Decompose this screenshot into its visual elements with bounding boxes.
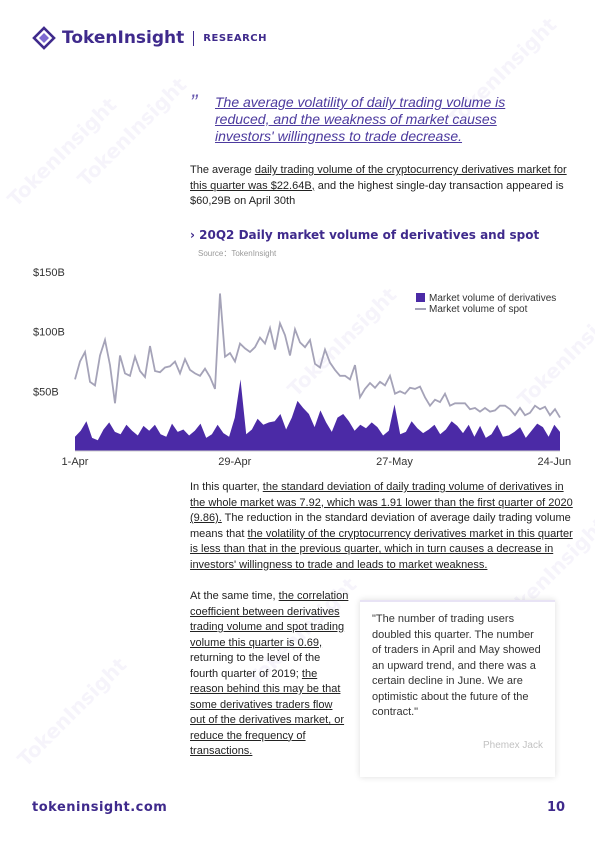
intro-paragraph: The average daily trading volume of the … [190,164,567,207]
testimonial-author: Phemex Jack [482,740,543,751]
correlation-paragraph: At the same time, the correlation coeffi… [190,590,349,757]
page-number: 10 [547,800,566,815]
legend-swatch-derivatives [416,293,425,302]
testimonial-box: "The number of trading users doubled thi… [360,600,555,777]
y-tick-label: $150B [33,267,65,279]
x-tick-label: 27-May [376,456,413,468]
y-tick-label: $100B [33,327,65,339]
footer-url[interactable]: tokeninsight.com [32,800,168,815]
y-tick-label: $50B [33,386,59,398]
testimonial-text: "The number of trading users doubled thi… [372,613,541,718]
spot-line [74,293,561,419]
watermark: TokenInsight [12,652,132,772]
legend-label-derivatives: Market volume of derivatives [429,293,556,304]
section-label: RESEARCH [203,32,267,44]
chart-title: › 20Q2 Daily market volume of derivative… [190,228,540,242]
chart-source: Source：TokenInsight [198,249,277,258]
intro-highlight: daily trading volume of the cryptocurren… [190,164,567,192]
x-tick-label: 29-Apr [218,456,251,468]
volatility-paragraph: In this quarter, the standard deviation … [190,481,573,571]
x-tick-label: 1-Apr [62,456,89,468]
brand-name: TokenInsight [62,28,185,48]
tokeninsight-logo-icon [32,26,56,50]
chevron-right-icon: › [190,228,195,242]
derivatives-area [75,379,560,451]
legend-label-spot: Market volume of spot [429,304,528,315]
quote-mark-icon: ” [190,90,198,115]
x-tick-label: 24-Jun [537,456,571,468]
header-divider [193,30,195,46]
pull-quote: The average volatility of daily trading … [215,94,506,144]
header: TokenInsight RESEARCH [32,26,267,50]
volume-chart: $150B $100B $50B 1-Apr 29-Apr 27-May 24-Jun Mar… [33,267,571,468]
